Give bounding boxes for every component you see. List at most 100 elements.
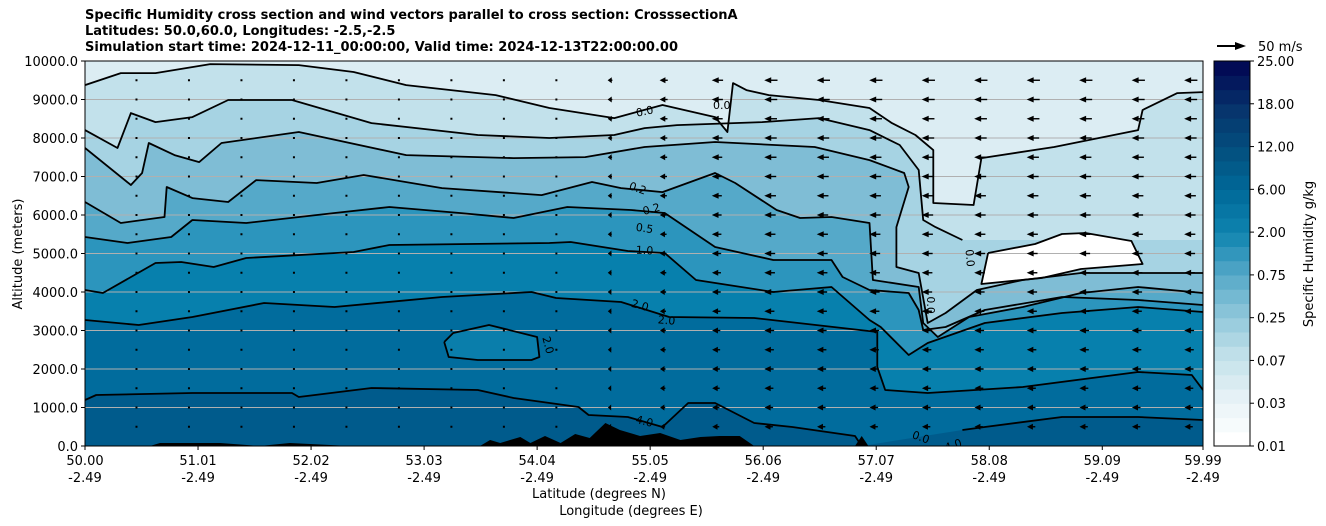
wind-vector [764,135,777,141]
wind-vector-dot [187,156,190,159]
wind-vector [1184,250,1196,257]
wind-vector [345,156,348,159]
wind-vector-head [1026,173,1034,180]
wind-vector [345,406,348,409]
wind-vector [1079,289,1090,295]
wind-vector-head [1026,366,1034,372]
wind-vector-dot [345,214,348,216]
wind-vector [292,387,295,390]
wind-vector [607,289,612,295]
wind-vector-dot [397,329,400,332]
wind-vector-head [764,404,771,411]
title-line-2: Latitudes: 50.0,60.0, Longitudes: -2.5,-… [85,24,396,39]
wind-vector [1131,308,1142,315]
x-tick-label: 54.04 [519,454,556,469]
wind-vector-dot [292,233,295,236]
wind-vector-dot [187,214,190,216]
wind-vector [921,154,934,161]
wind-vector [1079,269,1090,276]
wind-vector [817,423,826,430]
wind-vector [450,406,453,409]
y-tick-label: 1000.0 [33,402,79,417]
wind-vector [1026,404,1036,411]
contour-label: 0.0 [635,103,655,119]
wind-vector-head [974,289,982,295]
contour-label: 4.0 [634,413,654,430]
wind-vector [711,231,722,238]
wind-vector-head [869,96,877,103]
wind-vector [1026,250,1038,257]
wind-vector [816,289,828,295]
wind-vector-dot [397,291,400,293]
wind-vector-dot [240,291,243,293]
wind-vector [764,212,776,218]
wind-vector [816,173,829,180]
wind-vector-head [1026,154,1034,161]
wind-vector-dot [397,194,400,197]
wind-vector-head [659,289,665,295]
wind-vector-dot [135,329,138,332]
x-tick-label: 58.08 [971,454,1008,469]
wind-vector-head [816,77,824,84]
wind-vector-head [764,96,772,103]
wind-vector-dot [555,387,558,390]
wind-vector-head [607,385,612,392]
wind-vector [1079,115,1092,122]
wind-vector-dot [397,310,400,313]
wind-vector [869,289,880,295]
wind-vector [397,194,400,197]
wind-vector [397,291,400,293]
wind-vector [712,423,720,430]
wind-vector-head [607,250,612,257]
wind-vector [187,137,190,139]
wind-vector-head [974,269,982,276]
wind-vector-dot [135,252,138,255]
wind-vector [921,135,935,141]
wind-vector [240,214,243,216]
wind-vector [187,233,190,236]
wind-vector-head [607,96,612,103]
wind-vector [450,79,453,82]
wind-vector-head [1079,115,1087,122]
wind-vector [1026,327,1037,334]
wind-vector [1131,231,1143,238]
wind-vector-dot [450,175,453,178]
wind-vector-dot [397,156,400,159]
wind-vector-head [711,96,719,103]
wind-vector [397,233,400,236]
wind-vector [869,385,879,392]
colorbar-tick-label: 0.75 [1257,269,1286,284]
wind-vector [607,231,612,238]
wind-vector-head [1131,192,1139,199]
wind-vector [1026,173,1039,180]
wind-vector-head [816,308,824,315]
wind-vector-head [1026,115,1034,122]
wind-vector [450,252,453,255]
wind-vector-head [712,327,718,334]
wind-vector [397,252,400,255]
wind-vector [555,406,558,409]
contour-label: 0.0 [962,249,976,268]
colorbar-swatch [1214,75,1250,91]
wind-vector [1026,96,1040,103]
colorbar-frame [1213,60,1251,447]
contour-line-c05 [85,206,1203,331]
wind-vector-dot [450,271,453,274]
wind-vector-head [974,212,982,218]
wind-vector [292,368,295,370]
wind-vector-head [711,192,719,199]
wind-vector-head [607,423,612,430]
colorbar-swatch [1214,274,1250,290]
wind-vector [240,137,243,139]
wind-vector-head [869,404,876,411]
colorbar-swatch [1214,118,1250,133]
wind-vector [187,214,190,216]
wind-vector-head [712,385,718,392]
contour-line-cb [85,99,963,241]
wind-vector-dot [450,310,453,313]
wind-vector-dot [450,329,453,332]
wind-vector [607,135,613,141]
wind-vector-dot [292,387,295,390]
wind-vector-head [869,115,877,122]
wind-vector [502,368,505,370]
